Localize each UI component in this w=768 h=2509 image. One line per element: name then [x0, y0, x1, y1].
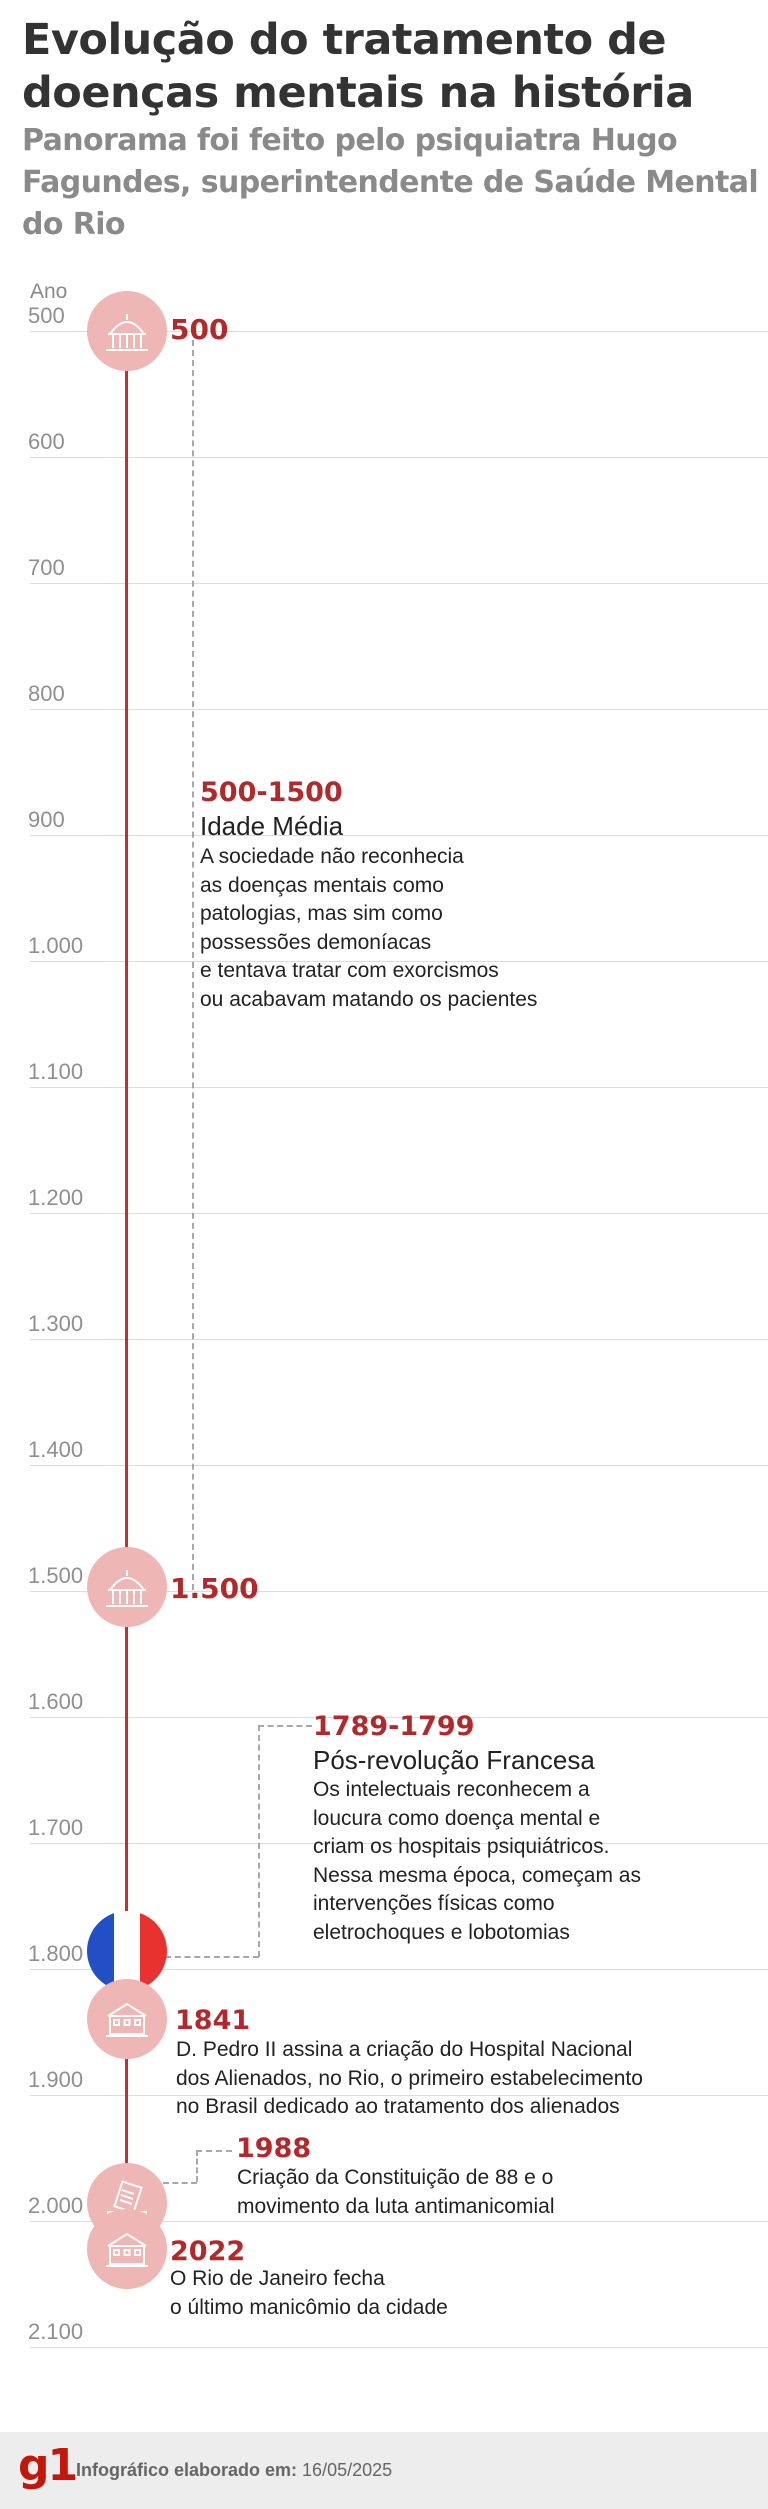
event-description: D. Pedro II assina a criação do Hospital…: [176, 2038, 643, 2118]
event-year: 2022: [170, 2236, 246, 2267]
tick-label: 1.800: [28, 1941, 84, 1966]
tick-label: 800: [28, 681, 65, 706]
event-description: A sociedade não reconhecia as doenças me…: [200, 845, 538, 1011]
gridline: [30, 1339, 768, 1340]
gridline: [30, 2347, 768, 2348]
tick-label: 2.100: [28, 2319, 84, 2344]
marker-label-1500: 1.500: [170, 1572, 259, 1605]
tick-label: 700: [28, 555, 65, 580]
event-description: Os intelectuais reconhecem a loucura com…: [313, 1778, 641, 1944]
gridline: [30, 835, 768, 836]
tick-label: 1.000: [28, 933, 84, 958]
gridline: [30, 1717, 768, 1718]
gridline: [30, 2221, 768, 2222]
tick-label: 2.000: [28, 2193, 84, 2218]
tick-label: 900: [28, 807, 65, 832]
tick-label: 1.300: [28, 1311, 84, 1336]
event-period: 500-1500: [200, 777, 343, 808]
event-title: Pós-revolução Francesa: [313, 1745, 595, 1775]
axis-title: Ano: [30, 280, 68, 303]
tick-label: 1.400: [28, 1437, 84, 1462]
hospital-icon: [87, 2209, 167, 2289]
tick-label: 1.100: [28, 1059, 84, 1084]
gridline: [30, 1087, 768, 1088]
connector-idade-media: [192, 340, 194, 1590]
palace-icon: [87, 1547, 167, 1627]
connector-1988-v: [196, 2150, 198, 2182]
tick-label: 1.200: [28, 1185, 84, 1210]
connector-1988-bottom: [163, 2182, 197, 2184]
event-year: 1841: [175, 2005, 251, 2036]
footer: g1 Infográfico elaborado em: 16/05/2025: [0, 2432, 768, 2509]
tick-label: 1.600: [28, 1689, 84, 1714]
gridline: [30, 1591, 768, 1592]
credit-label: Infográfico elaborado em:: [76, 2460, 298, 2480]
connector-1988-top: [196, 2150, 232, 2152]
g1-logo: g1: [18, 2440, 78, 2491]
tick-label: 1.900: [28, 2067, 84, 2092]
connector-revolucao-v: [258, 1725, 260, 1957]
hospital-icon: [87, 1979, 167, 2059]
gridline: [30, 709, 768, 710]
france-flag-icon: [87, 1911, 167, 1991]
tick-label: 500: [28, 303, 65, 328]
connector-revolucao-top: [258, 1725, 312, 1727]
gridline: [30, 1465, 768, 1466]
tick-label: 1.500: [28, 1563, 84, 1588]
credit-line: Infográfico elaborado em: 16/05/2025: [76, 2460, 392, 2481]
gridline: [30, 457, 768, 458]
palace-icon: [87, 291, 167, 371]
marker-label-500: 500: [170, 313, 229, 346]
gridline: [30, 1969, 768, 1970]
gridline: [30, 1213, 768, 1214]
event-description: Criação da Constituição de 88 e o movime…: [237, 2166, 555, 2218]
gridline: [30, 583, 768, 584]
timeline-line: [125, 345, 128, 2245]
tick-label: 1.700: [28, 1815, 84, 1840]
gridline: [30, 961, 768, 962]
page-subtitle: Panorama foi feito pelo psiquiatra Hugo …: [22, 123, 759, 242]
event-year: 1988: [236, 2133, 312, 2164]
event-description: O Rio de Janeiro fecha o último manicômi…: [170, 2267, 448, 2319]
gridline: [30, 1843, 768, 1844]
gridline: [30, 2095, 768, 2096]
tick-label: 600: [28, 429, 65, 454]
gridline: [30, 331, 768, 332]
connector-revolucao-bottom: [165, 1956, 259, 1958]
page-title: Evolução do tratamento de doenças mentai…: [22, 15, 694, 118]
event-title: Idade Média: [200, 811, 344, 841]
event-period: 1789-1799: [313, 1711, 475, 1742]
credit-date: 16/05/2025: [302, 2460, 393, 2480]
